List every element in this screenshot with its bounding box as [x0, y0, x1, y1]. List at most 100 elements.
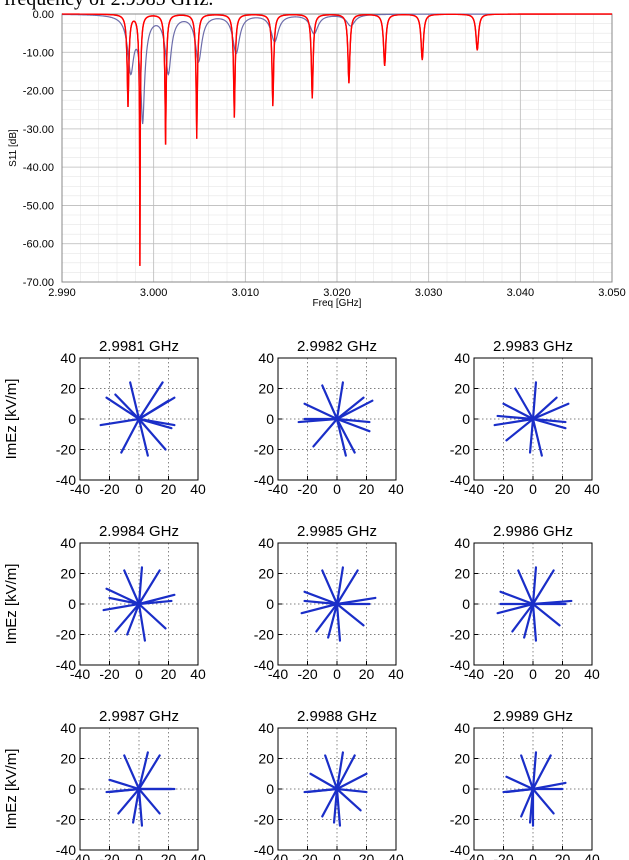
- x-tick-label: 0: [333, 481, 341, 497]
- field-spoke: [99, 417, 141, 427]
- y-tick-label: 40: [454, 535, 470, 551]
- field-spoke: [137, 417, 149, 457]
- field-spoke: [108, 787, 141, 794]
- field-spoke: [137, 381, 164, 421]
- field-spoke: [514, 387, 535, 421]
- subplot-7: 2.9987 GHz 40 20 0 -20 -40-40 -20 0 20 40 ImEz [kV…: [3, 708, 206, 860]
- x-tick-label: -20: [493, 481, 513, 497]
- y-tick-label: 0: [462, 411, 470, 427]
- y-tick-label: -10.00: [23, 47, 54, 59]
- y-tick-label: -40: [254, 472, 274, 488]
- field-spoke: [335, 417, 347, 457]
- field-spoke: [137, 417, 176, 427]
- y-tick-label: -30.00: [23, 124, 54, 136]
- y-tick-label: 20: [258, 566, 274, 582]
- x-tick-label: -40: [464, 666, 484, 682]
- field-spoke: [137, 599, 173, 606]
- x-tick-label: 20: [359, 481, 375, 497]
- y-tick-label: 40: [60, 720, 76, 736]
- field-spoke: [335, 751, 344, 791]
- field-spoke: [531, 751, 538, 791]
- field-spoke: [309, 772, 339, 791]
- y-tick-label: -20: [450, 442, 470, 458]
- field-spoke: [531, 602, 561, 627]
- y-tick-label: -20: [450, 812, 470, 828]
- y-tick-label: 40: [60, 535, 76, 551]
- x-tick-label: 3.000: [140, 287, 168, 299]
- field-spoke: [502, 402, 535, 421]
- field-spoke: [531, 417, 543, 457]
- x-tick-label: 20: [555, 666, 571, 682]
- field-spoke: [137, 754, 161, 791]
- x-tick-label: 3.020: [323, 287, 351, 299]
- x-tick-label: 40: [584, 481, 600, 497]
- field-spoke: [137, 787, 161, 815]
- field-spoke: [499, 590, 535, 606]
- y-tick-label: 20: [454, 751, 470, 767]
- x-tick-label: -40: [268, 851, 288, 860]
- y-tick-label: 20: [454, 381, 470, 397]
- y-tick-label: 0: [68, 411, 76, 427]
- field-spoke: [335, 381, 344, 421]
- field-spoke: [137, 569, 161, 606]
- x-tick-label: 40: [190, 851, 206, 860]
- y-tick-label: -40: [450, 472, 470, 488]
- field-spoke: [120, 417, 141, 454]
- y-axis-label: S11 [dB]: [8, 129, 19, 167]
- y-tick-label: 0.00: [33, 9, 54, 21]
- x-tick-label: 40: [190, 666, 206, 682]
- x-tick-label: -20: [99, 666, 119, 682]
- field-spoke: [520, 754, 535, 791]
- x-tick-label: 0: [135, 481, 143, 497]
- field-spoke: [137, 787, 144, 827]
- x-tick-label: 20: [555, 481, 571, 497]
- field-spoke: [117, 787, 141, 815]
- field-spoke: [505, 775, 535, 791]
- field-spoke: [335, 417, 371, 424]
- series-line-red: [62, 13, 612, 266]
- field-spoke: [137, 417, 167, 451]
- x-tick-label: -20: [297, 666, 317, 682]
- field-spoke: [335, 569, 359, 606]
- y-tick-label: -40: [56, 657, 76, 673]
- field-spoke: [335, 417, 371, 433]
- field-spoke: [108, 778, 141, 791]
- field-spoke: [306, 787, 339, 794]
- field-spoke: [321, 569, 339, 606]
- x-tick-label: 40: [190, 481, 206, 497]
- field-spoke: [123, 754, 141, 791]
- x-tick-label: 0: [333, 666, 341, 682]
- subplot-title: 2.9987 GHz: [99, 708, 179, 725]
- field-spoke: [303, 599, 339, 606]
- x-tick-label: 2.990: [48, 287, 76, 299]
- field-spoke: [335, 566, 344, 606]
- x-axis-label: Freq [GHz]: [313, 298, 362, 309]
- y-tick-label: 0: [462, 781, 470, 797]
- x-tick-label: 20: [359, 666, 375, 682]
- y-tick-label: -40: [450, 842, 470, 858]
- field-spoke: [531, 396, 558, 421]
- field-spoke: [335, 787, 362, 812]
- field-spoke: [108, 596, 141, 606]
- y-tick-label: 40: [258, 535, 274, 551]
- field-spoke: [335, 396, 365, 421]
- x-tick-label: 0: [135, 851, 143, 860]
- field-spoke: [300, 602, 339, 615]
- x-tick-label: 3.040: [507, 287, 535, 299]
- subplot-title: 2.9988 GHz: [297, 708, 377, 725]
- x-tick-label: 20: [161, 666, 177, 682]
- y-tick-label: -20: [254, 442, 274, 458]
- y-tick-label: 20: [454, 566, 470, 582]
- subplot-4: 2.9984 GHz 40 20 0 -20 -40-40 -20 0 20 40 ImEz [kV…: [3, 523, 206, 682]
- field-spoke: [321, 384, 339, 421]
- x-tick-label: 0: [529, 481, 537, 497]
- y-tick-label: 20: [60, 751, 76, 767]
- subplot-title: 2.9981 GHz: [99, 338, 179, 355]
- y-axis-label: ImEz [kV/m]: [3, 749, 20, 830]
- field-spoke: [335, 399, 374, 421]
- field-spoke: [137, 399, 170, 421]
- x-tick-label: -40: [70, 666, 90, 682]
- field-spoke: [303, 402, 339, 421]
- y-tick-label: 40: [454, 350, 470, 366]
- y-tick-label: -20: [254, 627, 274, 643]
